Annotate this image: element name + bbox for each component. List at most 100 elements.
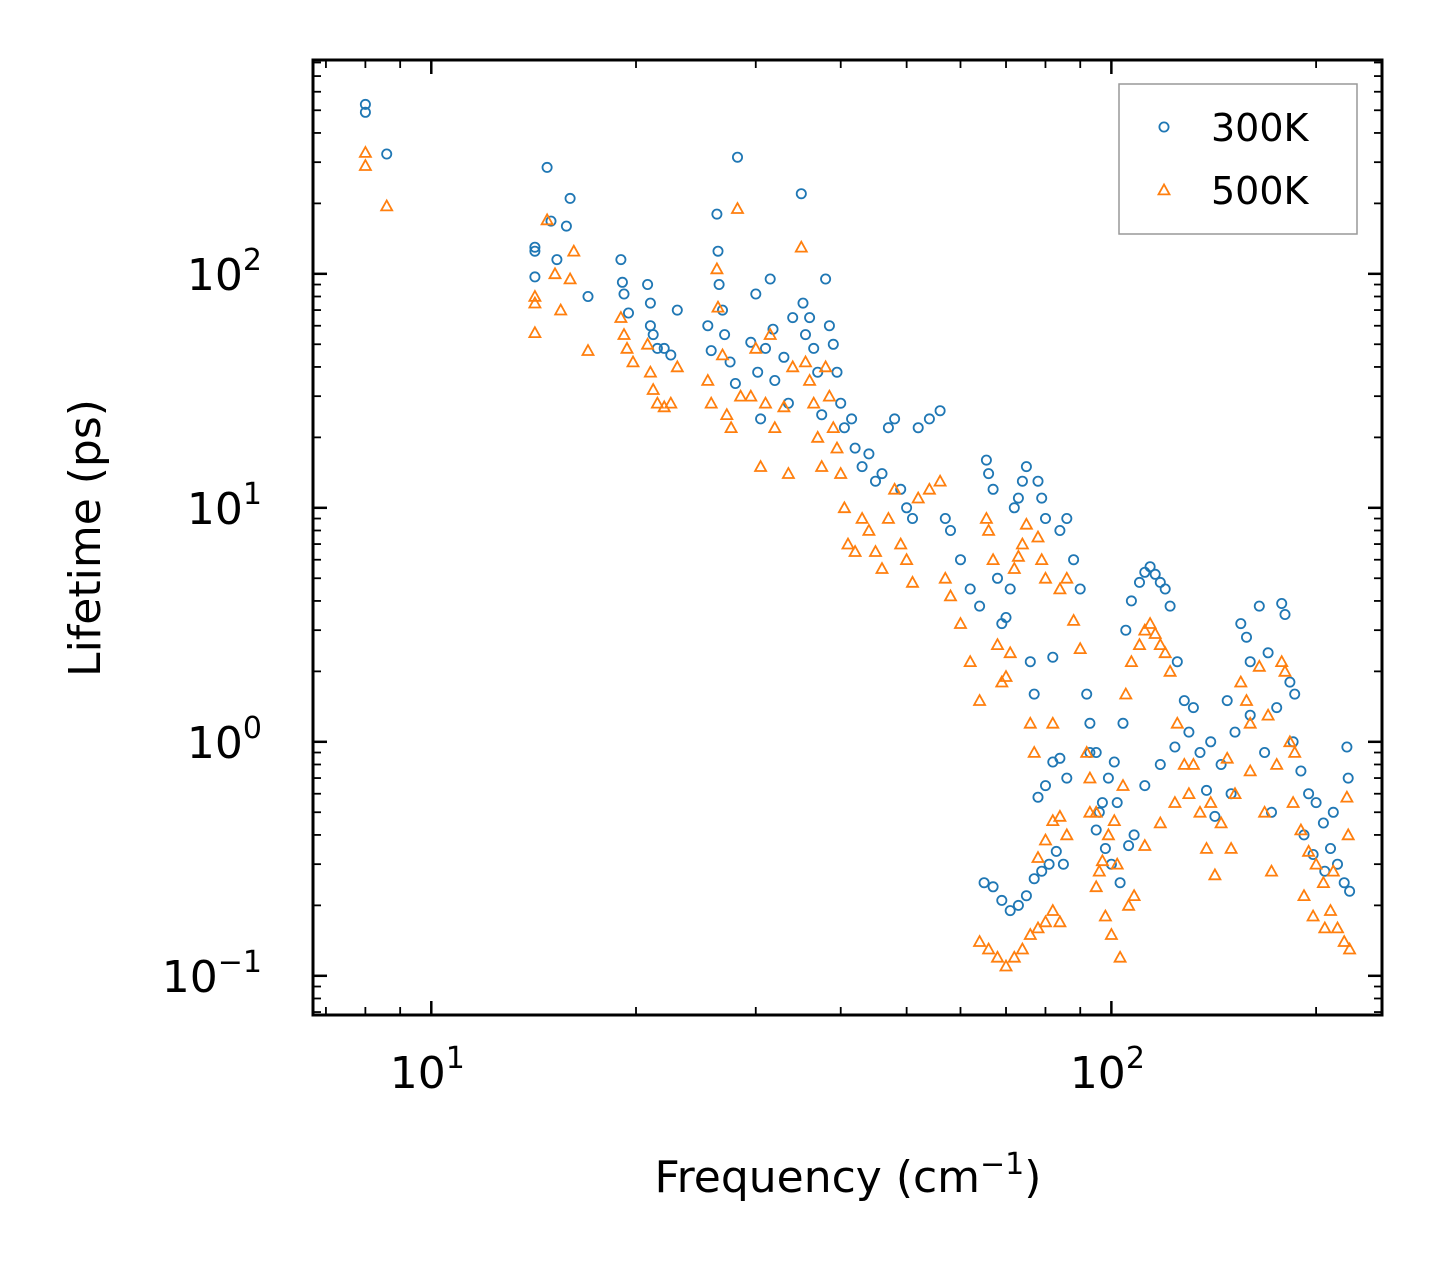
point-500K-122 (1269, 757, 1284, 770)
point-300K-15 (623, 307, 635, 319)
point-300K-177 (1289, 688, 1301, 700)
point-500K-157 (1107, 813, 1122, 826)
point-300K-110 (1144, 561, 1156, 573)
point-500K-126 (1286, 795, 1301, 808)
point-300K-172 (1221, 695, 1233, 707)
point-500K-129 (1309, 856, 1324, 870)
point-500K-58 (874, 561, 890, 574)
point-500K-72 (979, 511, 994, 524)
point-500K-88 (1045, 715, 1060, 729)
point-300K-24 (702, 320, 714, 332)
point-500K-12 (613, 310, 628, 323)
point-500K-23 (700, 373, 715, 386)
point-500K-62 (899, 552, 914, 565)
point-500K-151 (1052, 809, 1067, 822)
point-500K-118 (1239, 693, 1254, 706)
point-500K-68 (943, 588, 958, 602)
legend-label-500K: 500K (1211, 169, 1310, 213)
point-500K-69 (953, 616, 968, 629)
point-500K-105 (1143, 616, 1158, 629)
point-300K-148 (1028, 873, 1040, 885)
point-500K-38 (776, 399, 791, 413)
point-500K-136 (1342, 941, 1357, 955)
point-500K-10 (566, 243, 581, 257)
point-500K-90 (1059, 570, 1074, 584)
point-500K-16 (640, 336, 655, 350)
point-300K-160 (1096, 797, 1108, 809)
point-500K-9 (563, 271, 578, 285)
point-300K-50 (812, 366, 824, 378)
point-300K-18 (644, 320, 656, 332)
point-300K-45 (795, 188, 807, 200)
point-300K-9 (560, 220, 572, 232)
point-500K-137 (972, 934, 987, 947)
point-300K-69 (912, 422, 924, 434)
point-500K-114 (1203, 795, 1218, 808)
point-500K-44 (806, 395, 821, 409)
y-tick-label: 102 (187, 243, 262, 301)
point-300K-169 (1187, 702, 1199, 714)
point-500K-132 (1330, 920, 1345, 934)
point-500K-160 (1127, 888, 1142, 901)
point-500K-50 (829, 440, 845, 454)
point-500K-3 (527, 289, 542, 302)
point-300K-167 (1154, 759, 1166, 771)
point-500K-103 (1132, 637, 1147, 650)
point-500K-17 (643, 364, 658, 378)
point-300K-13 (616, 276, 628, 288)
point-500K-153 (1082, 804, 1097, 818)
point-500K-142 (1015, 941, 1030, 955)
point-300K-102 (1099, 843, 1111, 855)
point-500K-51 (833, 466, 848, 479)
point-300K-7 (545, 215, 557, 227)
point-300K-136 (1325, 843, 1337, 855)
point-300K-151 (1050, 845, 1062, 857)
point-500K-171 (1264, 863, 1279, 877)
point-500K-67 (938, 570, 953, 584)
point-500K-134 (1339, 789, 1354, 803)
point-500K-25 (709, 261, 724, 275)
point-500K-146 (1045, 903, 1060, 916)
point-500K-159 (1121, 898, 1136, 911)
point-300K-163 (1114, 877, 1126, 889)
point-300K-120 (1215, 759, 1227, 771)
point-300K-96 (1068, 554, 1080, 566)
series-300K (359, 98, 1356, 917)
point-500K-7 (547, 266, 563, 280)
point-300K-76 (974, 600, 986, 612)
point-500K-116 (1224, 841, 1239, 854)
point-300K-85 (1012, 492, 1024, 504)
point-300K-156 (1054, 752, 1066, 764)
point-500K-113 (1192, 804, 1208, 818)
point-300K-68 (907, 513, 919, 525)
legend-marker-500K (1156, 182, 1172, 196)
point-500K-138 (981, 941, 996, 955)
point-500K-81 (1015, 536, 1030, 550)
legend-marker-300K (1158, 121, 1170, 133)
point-300K-83 (1004, 583, 1016, 595)
point-300K-145 (1004, 905, 1016, 917)
point-500K-121 (1261, 707, 1276, 721)
point-300K-127 (1271, 702, 1283, 714)
point-500K-47 (818, 359, 833, 373)
point-500K-4 (527, 295, 542, 309)
point-500K-60 (887, 481, 902, 495)
point-300K-153 (1032, 791, 1044, 803)
point-300K-42 (778, 351, 790, 363)
point-300K-55 (831, 366, 843, 378)
point-500K-39 (781, 466, 796, 479)
point-500K-37 (767, 420, 782, 434)
point-300K-73 (945, 525, 957, 537)
point-300K-11 (582, 290, 594, 302)
x-axis-label: Frequency (cm−1) (655, 1147, 1042, 1203)
point-500K-22 (670, 359, 685, 373)
point-500K-19 (650, 395, 665, 409)
point-300K-130 (1284, 676, 1296, 688)
point-500K-92 (1073, 641, 1088, 654)
point-500K-127 (1293, 822, 1308, 836)
point-300K-175 (1259, 747, 1271, 759)
point-300K-88 (1024, 656, 1036, 668)
point-300K-114 (1164, 600, 1176, 612)
point-300K-170 (1201, 784, 1213, 796)
